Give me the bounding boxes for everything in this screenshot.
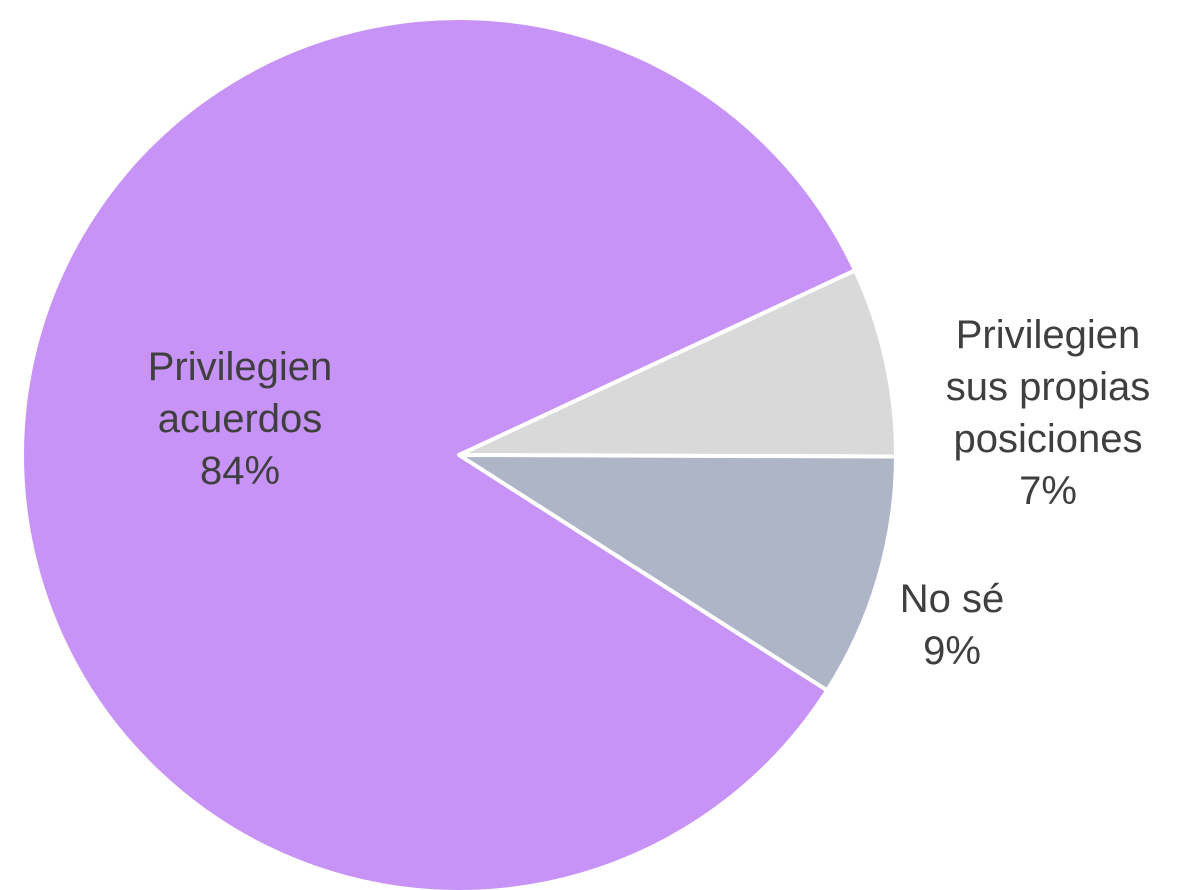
slice-value-label: 9% — [923, 629, 981, 673]
slice-label-1: No sé 9% — [900, 577, 1005, 673]
pie-slice-1 — [457, 453, 898, 693]
slice-label-0: Privilegien sus propias posiciones 7% — [946, 313, 1151, 513]
slice-category-label: posiciones — [953, 417, 1142, 461]
pie-slices — [20, 16, 899, 890]
pie-slice-2 — [20, 16, 858, 890]
slice-category-label: Privilegien — [956, 313, 1141, 357]
pie-labels: Privilegien sus propias posiciones 7% No sé 9… — [148, 313, 1151, 673]
slice-category-label: Privilegien — [148, 345, 333, 389]
slice-value-label: 7% — [1019, 469, 1077, 513]
slice-category-label: No sé — [900, 577, 1005, 621]
pie-slice-0 — [457, 268, 899, 459]
slice-category-label: sus propias — [946, 365, 1151, 409]
slice-value-label: 84% — [200, 449, 280, 493]
slice-label-2: Privilegien acuerdos 84% — [148, 345, 333, 493]
slice-category-label: acuerdos — [158, 397, 323, 441]
